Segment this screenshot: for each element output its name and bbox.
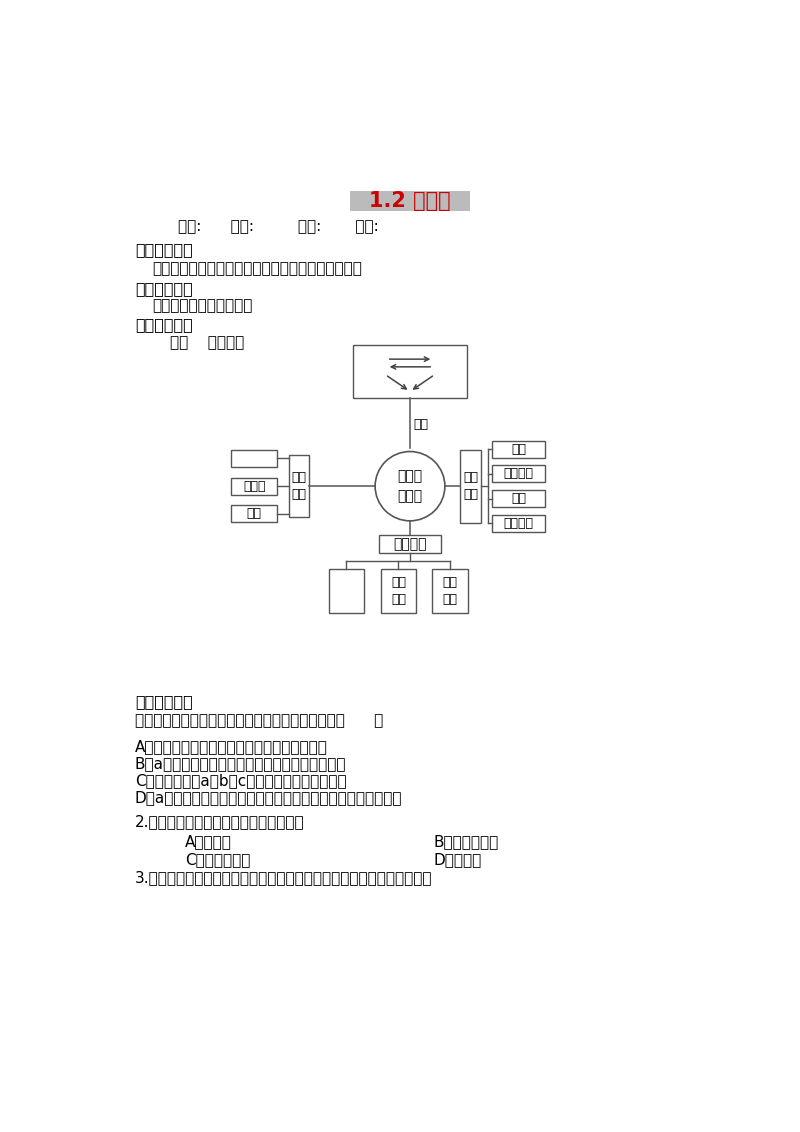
Bar xyxy=(492,490,545,507)
Text: 温度: 温度 xyxy=(246,507,262,521)
Text: 内环境稳态及其生理意义: 内环境稳态及其生理意义 xyxy=(153,298,253,312)
Text: B、核酸型饮料: B、核酸型饮料 xyxy=(434,833,498,849)
Text: 《例题精析》: 《例题精析》 xyxy=(135,694,193,710)
Text: 3.班氏丝虫寄生在人体淡巴管内后，常造成人体下肢肿胀，这是由于（）: 3.班氏丝虫寄生在人体淡巴管内后，常造成人体下肢肿胀，这是由于（） xyxy=(135,871,432,885)
Bar xyxy=(460,449,481,523)
Text: 参与
系统: 参与 系统 xyxy=(463,471,478,501)
Bar xyxy=(231,478,278,495)
Text: 免疫
调节: 免疫 调节 xyxy=(443,576,458,606)
Text: 如图是人体局部内环境示意图。以下叙述正确的是（      ）: 如图是人体局部内环境示意图。以下叙述正确的是（ ） xyxy=(135,713,383,728)
Text: 《学习目标》: 《学习目标》 xyxy=(135,242,193,257)
Text: 消化系统: 消化系统 xyxy=(503,468,534,480)
Bar xyxy=(231,506,278,522)
Text: 理化
性质: 理化 性质 xyxy=(292,471,306,501)
Text: 酸煉度: 酸煉度 xyxy=(243,480,266,492)
Bar xyxy=(492,465,545,482)
Text: A．从图中可以看出人体内大多数水位于细胞外: A．从图中可以看出人体内大多数水位于细胞外 xyxy=(135,739,328,754)
Text: C、蛋白型饮料: C、蛋白型饮料 xyxy=(186,852,250,867)
Bar xyxy=(379,534,441,554)
Text: 一、    基础感知: 一、 基础感知 xyxy=(170,335,244,350)
Bar xyxy=(492,440,545,457)
Text: 系统: 系统 xyxy=(511,492,526,505)
Bar xyxy=(353,345,467,397)
Bar xyxy=(289,455,310,517)
Text: 2.酷暑季节，室外工作的工人应多喝（）: 2.酷暑季节，室外工作的工人应多喝（） xyxy=(135,814,305,830)
Bar xyxy=(231,451,278,466)
Text: 1.2 内环境: 1.2 内环境 xyxy=(369,191,451,212)
Circle shape xyxy=(375,452,445,521)
Text: A、盐汽水: A、盐汽水 xyxy=(186,833,232,849)
Text: 系统: 系统 xyxy=(511,443,526,456)
Text: D．a中溶解的物质（如血红蛋白和血浆蛋白）都是内环境的成分: D．a中溶解的物质（如血红蛋白和血浆蛋白）都是内环境的成分 xyxy=(135,790,402,805)
Text: 体液
调节: 体液 调节 xyxy=(391,576,406,606)
Text: B．a中水分的主要功能是运输营养物质和代谢废物: B．a中水分的主要功能是运输营养物质和代谢废物 xyxy=(135,756,346,771)
Text: D、纯净水: D、纯净水 xyxy=(434,852,482,867)
Text: 《导学流程》: 《导学流程》 xyxy=(135,317,193,332)
Text: C．内环境是由a、b、c共同组成的，被称为体液: C．内环境是由a、b、c共同组成的，被称为体液 xyxy=(135,773,346,788)
Bar xyxy=(350,191,470,212)
Bar xyxy=(492,515,545,532)
Bar xyxy=(433,568,468,614)
Bar xyxy=(381,568,416,614)
Text: 调节机制: 调节机制 xyxy=(394,537,426,551)
Text: 《重点难点》: 《重点难点》 xyxy=(135,281,193,295)
Bar xyxy=(329,568,364,614)
Text: 泌尿系统: 泌尿系统 xyxy=(503,516,534,530)
Text: 组成: 组成 xyxy=(413,418,428,431)
Text: 内环境
与稳态: 内环境 与稳态 xyxy=(398,470,422,503)
Text: 班级:      姓名:         小组:       评价:: 班级: 姓名: 小组: 评价: xyxy=(178,220,378,234)
Text: 说明内环境稳态及其生理意义，简述稳态的调节机制: 说明内环境稳态及其生理意义，简述稳态的调节机制 xyxy=(153,260,362,276)
